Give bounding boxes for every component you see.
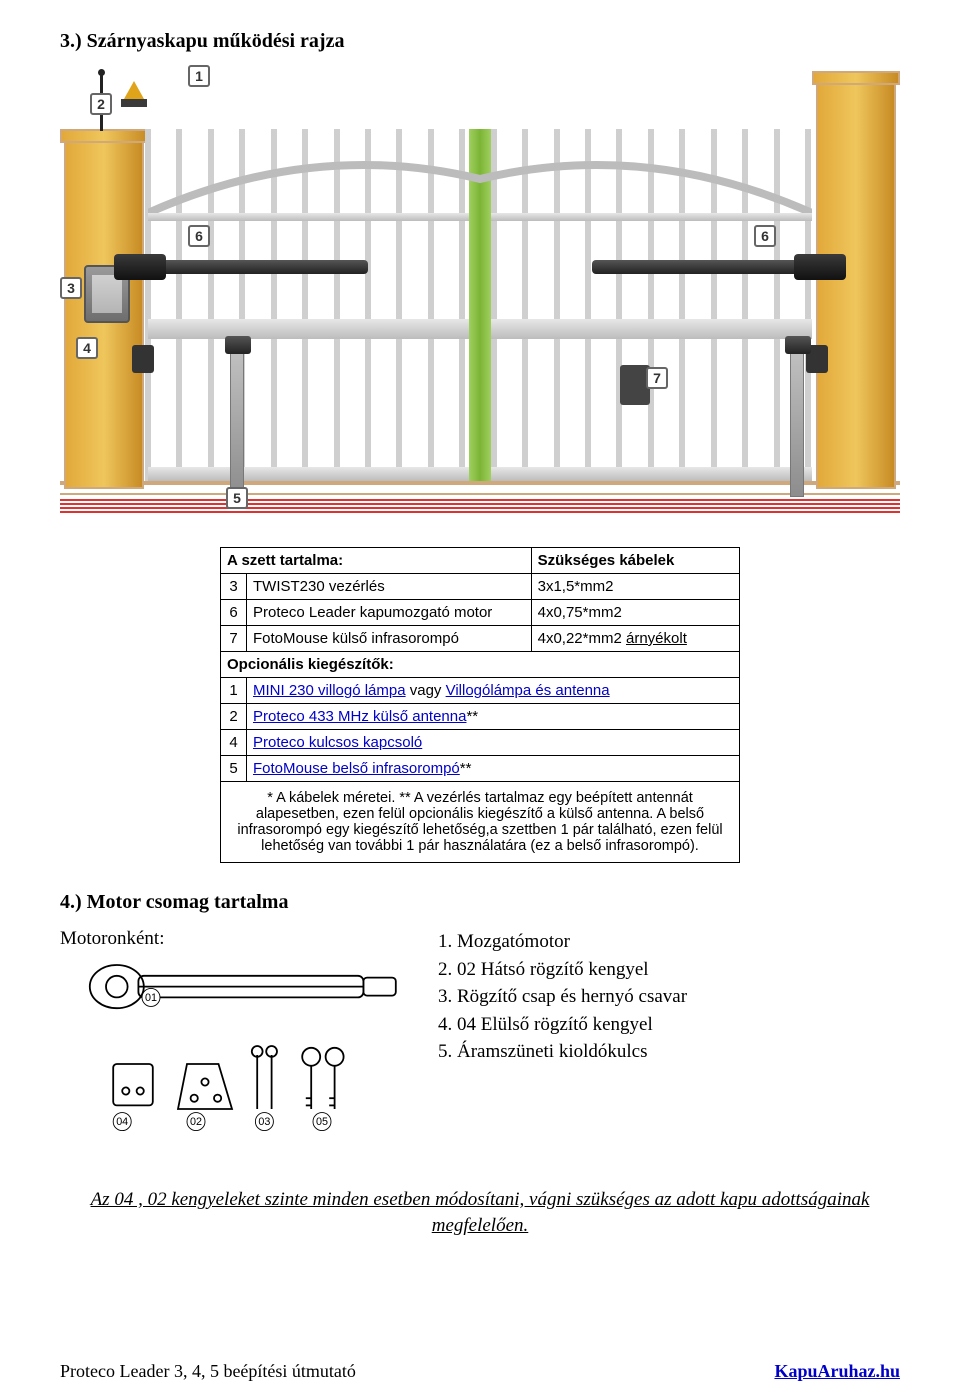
kit-note: * A kábelek méretei. ** A vezérlés tarta… bbox=[221, 782, 740, 863]
kit-row-right: 4x0,75*mm2 bbox=[531, 600, 739, 626]
footer-right-link[interactable]: KapuAruhaz.hu bbox=[774, 1361, 900, 1382]
motor-list-item: 3. Rögzítő csap és hernyó csavar bbox=[438, 983, 900, 1011]
kit-row-left: TWIST230 vezérlés bbox=[247, 574, 532, 600]
kit-opt-link[interactable]: MINI 230 villogó lámpa bbox=[253, 682, 406, 699]
diagram-callout: 1 bbox=[188, 65, 210, 87]
kit-opt-text: FotoMouse belső infrasorompó** bbox=[247, 756, 740, 782]
diagram-callout: 6 bbox=[754, 225, 776, 247]
kit-row-right: 3x1,5*mm2 bbox=[531, 574, 739, 600]
motor-parts-drawing: 01 02 03 04 05 bbox=[60, 956, 440, 1136]
diagram-callout: 5 bbox=[226, 487, 248, 509]
kit-opt-text: MINI 230 villogó lámpa vagy Villogólámpa… bbox=[247, 678, 740, 704]
kit-subheader: Opcionális kiegészítők: bbox=[221, 652, 740, 678]
motor-list-item: 5. Áramszüneti kioldókulcs bbox=[438, 1038, 900, 1066]
motor-per-label: Motoronként: bbox=[60, 928, 438, 950]
motor-list-item: 2. 02 Hátsó rögzítő kengyel bbox=[438, 956, 900, 984]
diagram-callout: 2 bbox=[90, 93, 112, 115]
footer-left: Proteco Leader 3, 4, 5 beépítési útmutat… bbox=[60, 1361, 356, 1382]
kit-row-left: Proteco Leader kapumozgató motor bbox=[247, 600, 532, 626]
gate bbox=[148, 129, 812, 481]
pillar-right bbox=[816, 83, 896, 489]
kit-row-num: 7 bbox=[221, 626, 247, 652]
section3-title: 3.) Szárnyaskapu működési rajza bbox=[60, 30, 900, 53]
svg-text:05: 05 bbox=[316, 1116, 328, 1128]
kit-opt-text: Proteco 433 MHz külső antenna** bbox=[247, 704, 740, 730]
cable-run bbox=[60, 511, 900, 513]
photocell-post-left bbox=[230, 353, 244, 497]
diagram-callout: 4 bbox=[76, 337, 98, 359]
diagram-callout: 6 bbox=[188, 225, 210, 247]
cable-run bbox=[60, 499, 900, 501]
svg-text:01: 01 bbox=[145, 992, 157, 1004]
motor-list-item: 1. Mozgatómotor bbox=[438, 928, 900, 956]
photocell-post-right bbox=[790, 353, 804, 497]
diagram-floor2 bbox=[60, 493, 900, 495]
cable-run bbox=[60, 503, 900, 505]
kit-row-right: 4x0,22*mm2 árnyékolt bbox=[531, 626, 739, 652]
kit-header-right: Szükséges kábelek bbox=[531, 548, 739, 574]
kit-opt-link[interactable]: Proteco kulcsos kapcsoló bbox=[253, 734, 422, 751]
kit-opt-num: 4 bbox=[221, 730, 247, 756]
diagram-callout: 7 bbox=[646, 367, 668, 389]
kit-row-left: FotoMouse külső infrasorompó bbox=[247, 626, 532, 652]
kit-opt-num: 2 bbox=[221, 704, 247, 730]
actuator-right bbox=[592, 260, 812, 274]
kit-header-left: A szett tartalma: bbox=[221, 548, 532, 574]
kit-table: A szett tartalma: Szükséges kábelek 3TWI… bbox=[220, 547, 740, 863]
warning-lamp bbox=[124, 81, 144, 99]
photocell-left bbox=[132, 345, 154, 373]
section4-title: 4.) Motor csomag tartalma bbox=[60, 891, 900, 914]
svg-text:04: 04 bbox=[116, 1116, 128, 1128]
kit-opt-link[interactable]: Villogólámpa és antenna bbox=[446, 682, 610, 699]
svg-text:03: 03 bbox=[258, 1116, 270, 1128]
section4-note: Az 04 , 02 kengyeleket szinte minden ese… bbox=[60, 1187, 900, 1238]
kit-row-num: 6 bbox=[221, 600, 247, 626]
gate-diagram: 1 2 3 4 5 6 6 7 bbox=[60, 65, 900, 525]
motor-list-item: 4. 04 Elülső rögzítő kengyel bbox=[438, 1011, 900, 1039]
svg-text:02: 02 bbox=[190, 1116, 202, 1128]
diagram-floor bbox=[60, 481, 900, 485]
actuator-left bbox=[148, 260, 368, 274]
diagram-callout: 3 bbox=[60, 277, 82, 299]
kit-opt-link[interactable]: FotoMouse belső infrasorompó bbox=[253, 760, 460, 777]
kit-opt-num: 1 bbox=[221, 678, 247, 704]
page-footer: Proteco Leader 3, 4, 5 beépítési útmutat… bbox=[60, 1361, 900, 1382]
kit-opt-num: 5 bbox=[221, 756, 247, 782]
cable-run bbox=[60, 507, 900, 509]
kit-opt-text: Proteco kulcsos kapcsoló bbox=[247, 730, 740, 756]
kit-row-num: 3 bbox=[221, 574, 247, 600]
kit-opt-link[interactable]: Proteco 433 MHz külső antenna bbox=[253, 708, 466, 725]
